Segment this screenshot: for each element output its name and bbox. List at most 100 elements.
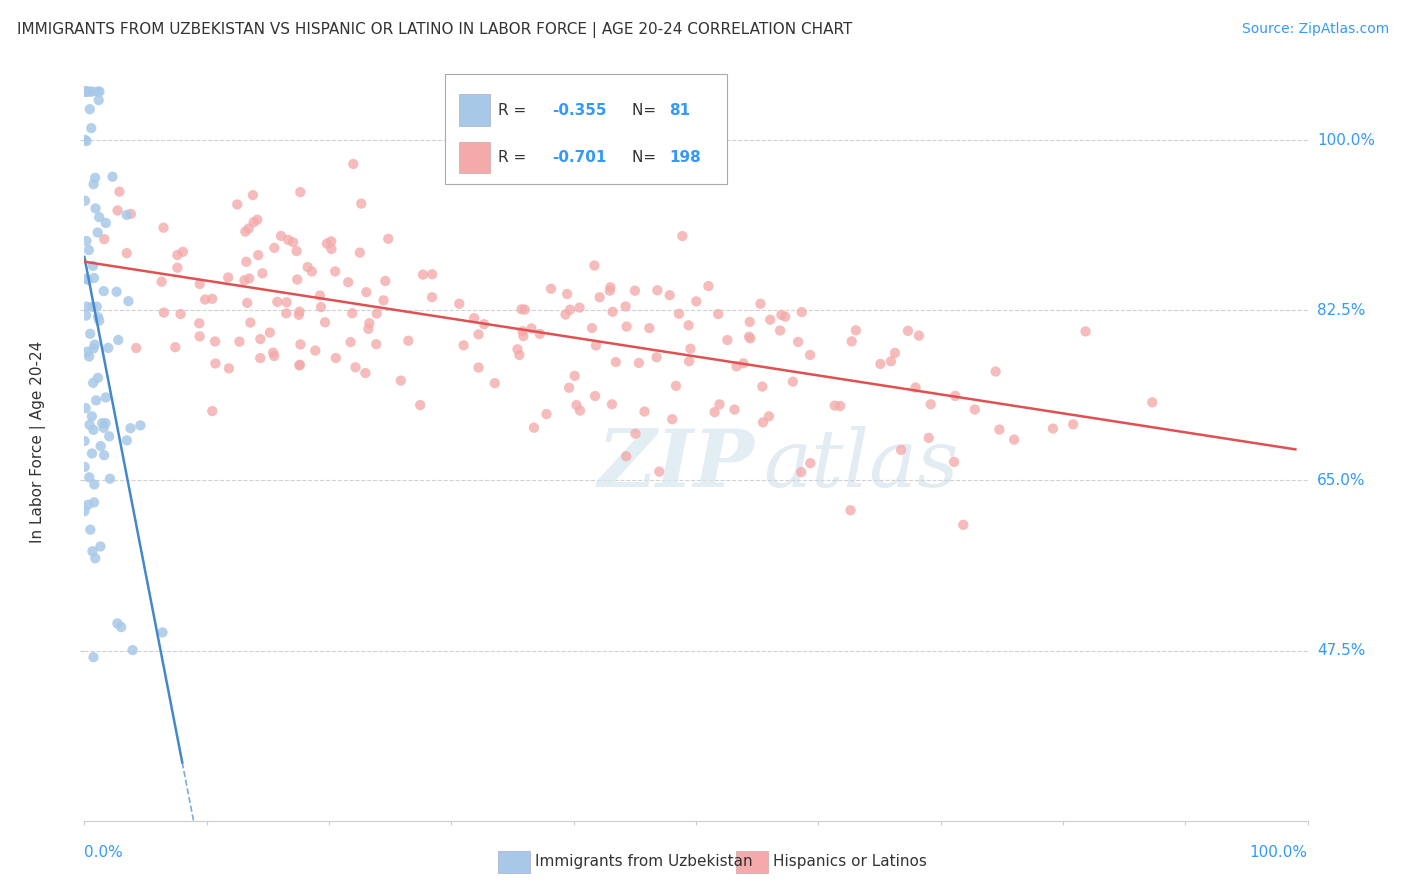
Point — [242, 188, 264, 202]
Point — [152, 625, 174, 640]
Point — [83, 341, 105, 355]
Point — [75, 85, 97, 99]
Point — [952, 517, 974, 532]
Point — [82, 423, 104, 437]
Point — [94, 216, 117, 230]
Point — [152, 220, 174, 235]
Point — [277, 233, 299, 247]
Point — [799, 348, 821, 362]
Point — [238, 221, 260, 235]
Point — [472, 317, 495, 331]
Point — [506, 343, 529, 357]
Point — [166, 248, 188, 262]
Point — [963, 402, 986, 417]
Point — [86, 300, 108, 314]
Point — [201, 292, 224, 306]
Point — [194, 293, 217, 307]
Point — [288, 358, 311, 372]
Point — [342, 157, 364, 171]
Point — [839, 503, 862, 517]
Point — [75, 85, 97, 99]
Point — [512, 329, 534, 343]
Point — [581, 321, 603, 335]
Point — [908, 328, 931, 343]
Point — [172, 244, 194, 259]
Point — [658, 288, 681, 302]
Point — [276, 306, 298, 320]
Point — [614, 300, 637, 314]
Point — [83, 178, 105, 192]
Point — [93, 421, 115, 435]
Point — [89, 540, 111, 554]
Point — [716, 333, 738, 347]
Point — [91, 416, 114, 430]
Point — [540, 282, 562, 296]
Point — [108, 185, 131, 199]
Point — [94, 416, 117, 430]
Text: 82.5%: 82.5% — [1317, 302, 1365, 318]
Point — [290, 337, 312, 351]
Point — [409, 398, 432, 412]
Point — [568, 403, 591, 417]
Point — [309, 300, 332, 314]
Point — [259, 326, 281, 340]
Point — [633, 404, 655, 418]
Point — [412, 268, 434, 282]
Point — [661, 412, 683, 426]
Point — [583, 389, 606, 403]
Point — [73, 504, 96, 518]
Point — [616, 319, 638, 334]
Point — [262, 345, 284, 359]
Point — [773, 310, 796, 324]
Text: -0.701: -0.701 — [551, 150, 606, 165]
Text: 81: 81 — [669, 103, 690, 118]
Point — [624, 284, 647, 298]
Point — [467, 360, 489, 375]
Point — [249, 351, 271, 365]
Point — [782, 375, 804, 389]
Point — [288, 308, 311, 322]
Point — [87, 371, 110, 385]
Point — [76, 234, 98, 248]
Point — [354, 366, 377, 380]
Point — [110, 620, 132, 634]
Point — [420, 267, 443, 281]
Point — [564, 368, 586, 383]
Point — [201, 404, 224, 418]
Point — [758, 409, 780, 424]
Point — [188, 316, 211, 330]
Text: 65.0%: 65.0% — [1317, 473, 1365, 488]
Point — [599, 284, 621, 298]
Point — [80, 446, 103, 460]
Point — [73, 434, 96, 448]
Point — [75, 401, 97, 416]
Point — [94, 391, 117, 405]
FancyBboxPatch shape — [737, 851, 768, 873]
Text: ZIP: ZIP — [598, 425, 755, 503]
FancyBboxPatch shape — [458, 142, 491, 173]
Point — [238, 271, 260, 285]
Point — [93, 232, 115, 246]
Point — [266, 294, 288, 309]
Point — [246, 212, 269, 227]
Point — [80, 121, 103, 136]
Point — [869, 357, 891, 371]
Point — [76, 300, 98, 314]
Point — [288, 304, 311, 318]
Point — [115, 434, 138, 448]
Point — [374, 274, 396, 288]
Point — [420, 290, 443, 304]
Point — [920, 397, 942, 411]
Point — [707, 307, 730, 321]
Point — [890, 442, 912, 457]
Point — [276, 295, 298, 310]
Point — [84, 202, 107, 216]
Point — [121, 643, 143, 657]
Point — [377, 232, 399, 246]
Point — [510, 302, 533, 317]
Point — [129, 418, 152, 433]
Point — [1042, 421, 1064, 435]
Point — [508, 348, 530, 362]
Point — [349, 245, 371, 260]
Point — [366, 337, 388, 351]
